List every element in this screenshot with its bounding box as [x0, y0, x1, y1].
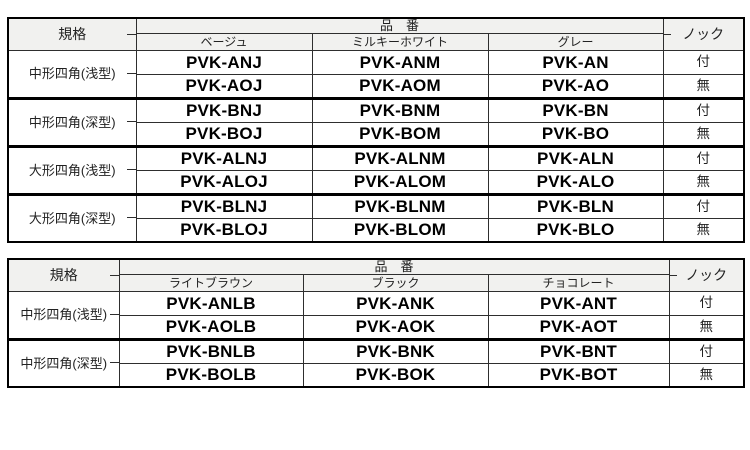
product-table-upper: 規格 品 番 ノック ベージュ ミルキーホワイト グレー 中形四角(浅型) PV…	[7, 17, 746, 243]
part-number-cell: PVK-BNLB	[118, 337, 304, 364]
knock-cell: 無	[662, 217, 745, 243]
part-number-cell: PVK-ALO	[487, 169, 664, 195]
spec-cell: 中形四角(浅型)	[7, 290, 120, 340]
spec-cell: 中形四角(深型)	[7, 96, 137, 147]
knock-column-header: ノック	[668, 258, 745, 292]
color-header-beige: ベージュ	[135, 32, 313, 51]
part-number-cell: PVK-BLNJ	[135, 192, 313, 219]
part-number-cell: PVK-BNM	[311, 96, 489, 123]
part-number-cell: PVK-ALOJ	[135, 169, 313, 195]
spec-cell: 大形四角(深型)	[7, 192, 137, 243]
part-number-cell: PVK-ANM	[311, 49, 489, 75]
part-number-cell: PVK-BOT	[487, 362, 670, 388]
spec-cell: 中形四角(浅型)	[7, 49, 137, 99]
part-number-cell: PVK-AOK	[302, 314, 489, 340]
part-number-column-header: 品 番	[118, 258, 670, 275]
part-number-cell: PVK-BO	[487, 121, 664, 147]
catalog-page: 規格 品 番 ノック ベージュ ミルキーホワイト グレー 中形四角(浅型) PV…	[7, 17, 746, 388]
spec-cell: 大形四角(浅型)	[7, 144, 137, 195]
knock-column-header: ノック	[662, 17, 745, 51]
part-number-cell: PVK-ALNJ	[135, 144, 313, 171]
knock-cell: 無	[668, 314, 745, 340]
part-number-cell: PVK-BNK	[302, 337, 489, 364]
color-header-black: ブラック	[302, 273, 489, 292]
part-number-cell: PVK-BOJ	[135, 121, 313, 147]
color-header-chocolate: チョコレート	[487, 273, 670, 292]
part-number-cell: PVK-BN	[487, 96, 664, 123]
part-number-cell: PVK-AOJ	[135, 73, 313, 99]
part-number-cell: PVK-BLOM	[311, 217, 489, 243]
knock-cell: 無	[662, 73, 745, 99]
part-number-cell: PVK-BLO	[487, 217, 664, 243]
color-header-light-brown: ライトブラウン	[118, 273, 304, 292]
knock-cell: 付	[662, 192, 745, 219]
part-number-cell: PVK-AOLB	[118, 314, 304, 340]
part-number-cell: PVK-ANK	[302, 290, 489, 316]
part-number-cell: PVK-BNJ	[135, 96, 313, 123]
part-number-cell: PVK-BOK	[302, 362, 489, 388]
knock-cell: 無	[662, 169, 745, 195]
spec-column-header: 規格	[7, 17, 137, 51]
part-number-cell: PVK-ALN	[487, 144, 664, 171]
part-number-cell: PVK-AN	[487, 49, 664, 75]
knock-cell: 付	[668, 290, 745, 316]
color-header-milky-white: ミルキーホワイト	[311, 32, 489, 51]
product-table-lower: 規格 品 番 ノック ライトブラウン ブラック チョコレート 中形四角(浅型) …	[7, 258, 746, 388]
spec-cell: 中形四角(深型)	[7, 337, 120, 388]
knock-cell: 付	[662, 96, 745, 123]
part-number-cell: PVK-BLNM	[311, 192, 489, 219]
part-number-cell: PVK-BOLB	[118, 362, 304, 388]
knock-cell: 付	[668, 337, 745, 364]
part-number-cell: PVK-AOT	[487, 314, 670, 340]
part-number-cell: PVK-ALNM	[311, 144, 489, 171]
part-number-cell: PVK-BOM	[311, 121, 489, 147]
part-number-column-header: 品 番	[135, 17, 664, 34]
part-number-cell: PVK-BLN	[487, 192, 664, 219]
knock-cell: 付	[662, 144, 745, 171]
part-number-cell: PVK-ANT	[487, 290, 670, 316]
knock-cell: 無	[668, 362, 745, 388]
color-header-gray: グレー	[487, 32, 664, 51]
part-number-cell: PVK-BLOJ	[135, 217, 313, 243]
spec-column-header: 規格	[7, 258, 120, 292]
part-number-cell: PVK-ANJ	[135, 49, 313, 75]
knock-cell: 付	[662, 49, 745, 75]
part-number-cell: PVK-AOM	[311, 73, 489, 99]
part-number-cell: PVK-ANLB	[118, 290, 304, 316]
part-number-cell: PVK-AO	[487, 73, 664, 99]
knock-cell: 無	[662, 121, 745, 147]
part-number-cell: PVK-BNT	[487, 337, 670, 364]
part-number-cell: PVK-ALOM	[311, 169, 489, 195]
